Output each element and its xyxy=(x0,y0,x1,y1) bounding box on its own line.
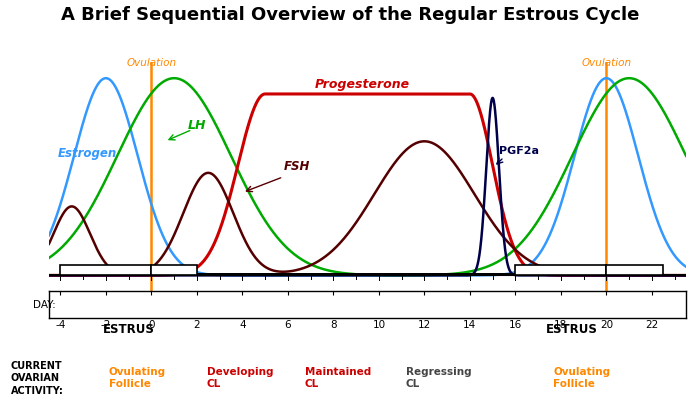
Text: Developing
CL: Developing CL xyxy=(206,367,273,389)
Text: FSH: FSH xyxy=(284,161,309,173)
Text: Maintained
CL: Maintained CL xyxy=(304,367,371,389)
Text: Ovulation: Ovulation xyxy=(581,58,631,68)
Text: A Brief Sequential Overview of the Regular Estrous Cycle: A Brief Sequential Overview of the Regul… xyxy=(61,6,639,24)
Text: ESTRUS: ESTRUS xyxy=(546,323,598,336)
Text: ESTRUS: ESTRUS xyxy=(103,323,155,336)
Text: LH: LH xyxy=(188,119,206,132)
Bar xyxy=(606,265,664,275)
Text: CURRENT
OVARIAN
ACTIVITY:: CURRENT OVARIAN ACTIVITY: xyxy=(10,361,64,396)
Bar xyxy=(60,265,151,275)
Bar xyxy=(515,265,606,275)
Text: Estrogen: Estrogen xyxy=(58,146,118,160)
Text: Ovulating
Follicle: Ovulating Follicle xyxy=(108,367,166,389)
Text: Ovulating
Follicle: Ovulating Follicle xyxy=(553,367,610,389)
Bar xyxy=(151,265,197,275)
Text: Progesterone: Progesterone xyxy=(315,78,410,91)
Text: DAY:: DAY: xyxy=(33,300,56,310)
Text: Regressing
CL: Regressing CL xyxy=(406,367,472,389)
Bar xyxy=(197,273,515,275)
Text: PGF2a: PGF2a xyxy=(500,146,540,156)
Text: Ovulation: Ovulation xyxy=(126,58,176,68)
